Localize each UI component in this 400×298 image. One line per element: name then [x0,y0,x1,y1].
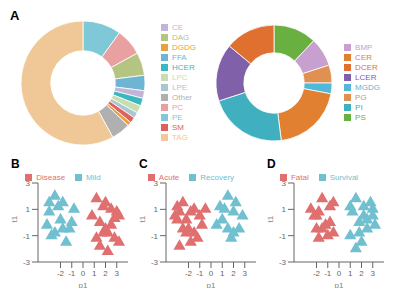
svg-text:-1: -1 [324,269,332,278]
html-text:PE: PE [172,113,183,122]
html-text:PG: PG [355,93,367,102]
svg-text:p1: p1 [79,281,88,288]
html-text:PS: PS [355,113,366,122]
svg-text:1: 1 [348,269,353,278]
html-text:B: B [11,157,20,171]
svg-text:3: 3 [371,269,376,278]
svg-text:-1: -1 [23,232,31,241]
svg-text:p1: p1 [207,281,216,288]
html-text:LPC: LPC [172,73,188,82]
svg-text:-1: -1 [68,269,76,278]
svg-text:0: 0 [209,269,214,278]
svg-text:1: 1 [92,269,97,278]
svg-text:-3: -3 [279,258,287,267]
svg-text:-2: -2 [57,269,65,278]
html-text:Mild: Mild [86,173,101,182]
html-text:HCER: HCER [172,63,195,72]
svg-text:-3: -3 [23,258,31,267]
html-text:PI: PI [355,103,363,112]
svg-text:2: 2 [231,269,236,278]
svg-text:-1: -1 [196,269,204,278]
html-text:LPE: LPE [172,83,188,92]
svg-text:3: 3 [26,179,31,188]
svg-text:-1: -1 [279,232,287,241]
svg-text:-1: -1 [151,232,159,241]
svg-text:-2: -2 [313,269,321,278]
svg-text:3: 3 [282,179,287,188]
html-text:A: A [10,8,20,23]
html-text:MGDG: MGDG [355,83,380,92]
svg-text:1: 1 [282,205,287,214]
svg-text:t1: t1 [10,215,19,222]
html-text:SM: SM [172,123,184,132]
html-text:C: C [139,157,148,171]
svg-text:1: 1 [26,205,31,214]
html-text:FFA: FFA [172,53,187,62]
svg-text:t1: t1 [266,215,275,222]
html-text:BMP: BMP [355,43,373,52]
svg-text:1: 1 [154,205,159,214]
html-text:Disease: Disease [36,173,66,182]
svg-text:p1: p1 [335,281,344,288]
html-text:D: D [267,157,276,171]
html-text:PC: PC [172,103,184,112]
html-text:CE: CE [172,23,184,32]
svg-text:3: 3 [243,269,248,278]
html-text:CER: CER [355,53,372,62]
html-text:DAG: DAG [172,33,190,42]
html-text:Other: Other [172,93,192,102]
svg-text:3: 3 [115,269,120,278]
html-text:Survival: Survival [329,173,359,182]
svg-text:-2: -2 [185,269,193,278]
html-text:DCER: DCER [355,63,378,72]
svg-text:3: 3 [154,179,159,188]
html-text:Fatal: Fatal [290,173,309,182]
svg-text:2: 2 [359,269,364,278]
svg-text:1: 1 [220,269,225,278]
svg-text:-3: -3 [151,258,159,267]
svg-text:0: 0 [337,269,342,278]
html-text:Recovery: Recovery [200,173,235,182]
svg-text:0: 0 [81,269,86,278]
html-text:Acute: Acute [158,173,180,182]
svg-text:2: 2 [103,269,108,278]
html-text:TAG: TAG [172,133,188,142]
svg-text:t1: t1 [138,215,147,222]
html-text:DGDG: DGDG [172,43,196,52]
html-text:LCER: LCER [355,73,377,82]
